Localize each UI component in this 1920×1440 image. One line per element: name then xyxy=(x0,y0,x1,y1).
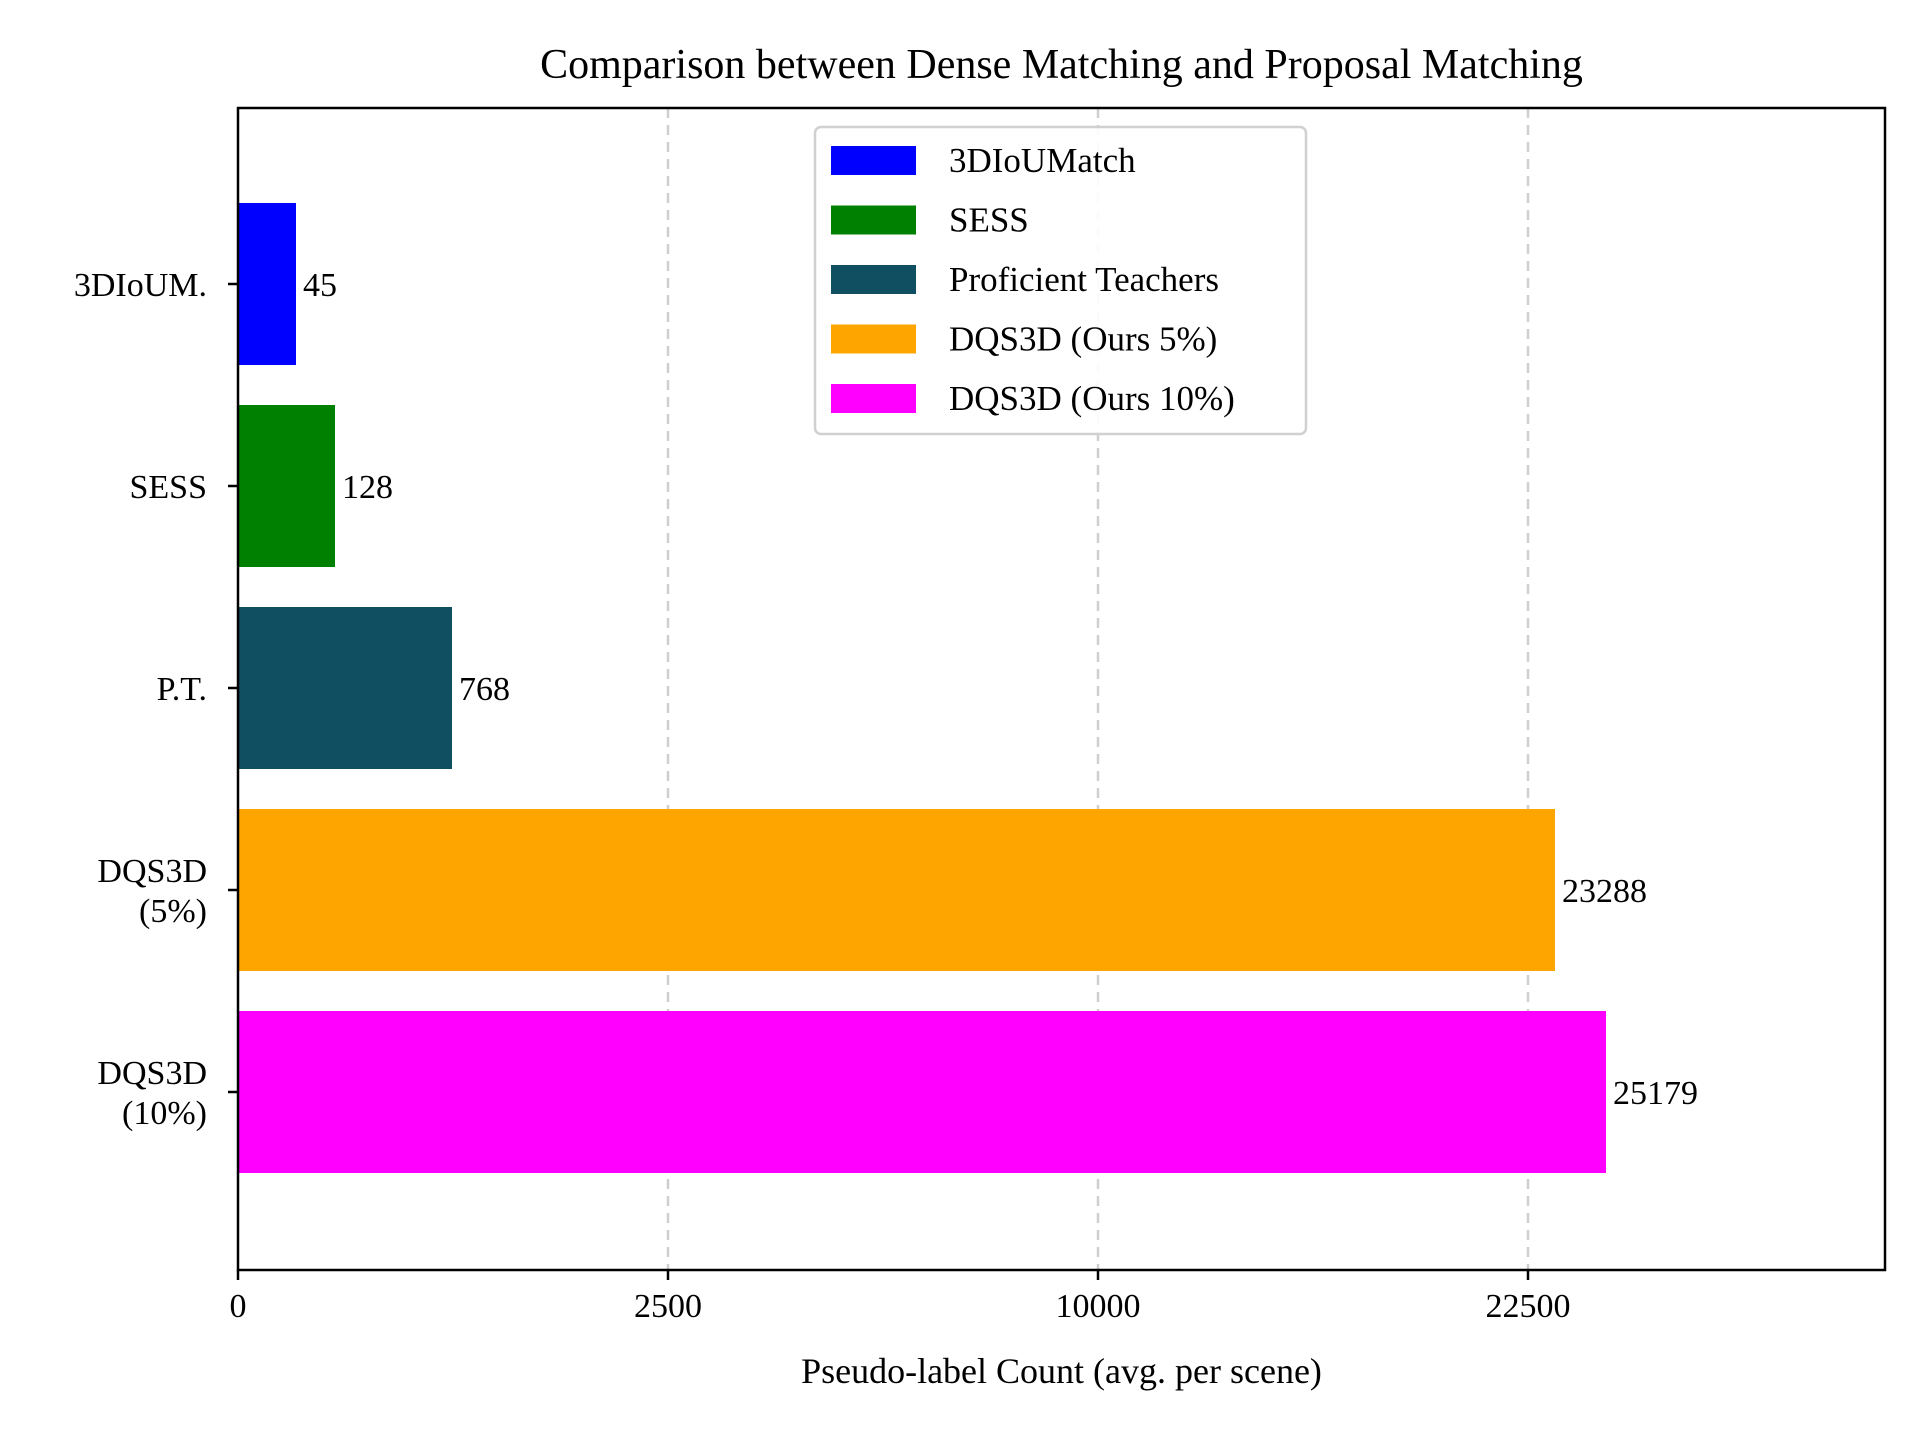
x-axis: 0 2500 10000 22500 xyxy=(230,1270,1571,1325)
bar-value-label: 768 xyxy=(459,671,510,708)
bar-value-label: 128 xyxy=(342,469,393,506)
x-tick-label: 0 xyxy=(230,1288,247,1325)
y-axis: 3DIoUM. SESS P.T. DQS3D (5%) DQS3D (10%) xyxy=(74,267,238,1132)
bar-sess[interactable] xyxy=(238,405,335,567)
legend-swatch-dqs3d-ours-5 xyxy=(831,324,916,354)
legend-swatch-sess xyxy=(831,205,916,235)
bars: 45 128 768 23288 25179 xyxy=(238,203,1698,1173)
x-tick-label: 10000 xyxy=(1056,1288,1141,1325)
legend-swatch-proficient-teachers xyxy=(831,265,916,294)
x-axis-label: Pseudo-label Count (avg. per scene) xyxy=(801,1351,1322,1391)
legend-label: SESS xyxy=(949,201,1029,240)
legend-box xyxy=(813,125,1308,436)
bar-value-label: 23288 xyxy=(1562,873,1647,910)
legend-label: 3DIoUMatch xyxy=(949,141,1136,180)
legend-swatch-dqs3d-ours-10 xyxy=(831,384,916,413)
legend-swatch-3dioumatch xyxy=(831,146,916,175)
y-tick-label: DQS3D (5%) xyxy=(97,853,207,930)
y-tick-label: DQS3D (10%) xyxy=(97,1055,207,1132)
y-tick-label: SESS xyxy=(130,469,208,506)
bar-value-label: 25179 xyxy=(1613,1075,1698,1112)
bar-value-label: 45 xyxy=(303,267,337,304)
legend-label: Proficient Teachers xyxy=(949,260,1219,299)
legend-label: DQS3D (Ours 5%) xyxy=(949,320,1217,359)
x-tick-label: 22500 xyxy=(1486,1288,1571,1325)
legend: 3DIoUMatch SESS Proficient Teachers DQS3D (… xyxy=(813,125,1308,436)
y-tick-label: P.T. xyxy=(157,671,207,708)
bar-dqs3d-ours-10[interactable] xyxy=(238,1011,1606,1173)
x-tick-label: 2500 xyxy=(634,1288,702,1325)
chart-title: Comparison between Dense Matching and Pr… xyxy=(540,42,1583,88)
legend-label: DQS3D (Ours 10%) xyxy=(949,379,1235,418)
bar-3dioumatch[interactable] xyxy=(238,203,296,365)
y-tick-label: 3DIoUM. xyxy=(74,267,207,304)
bar-proficient-teachers[interactable] xyxy=(238,607,452,769)
bar-dqs3d-ours-5[interactable] xyxy=(238,809,1555,971)
